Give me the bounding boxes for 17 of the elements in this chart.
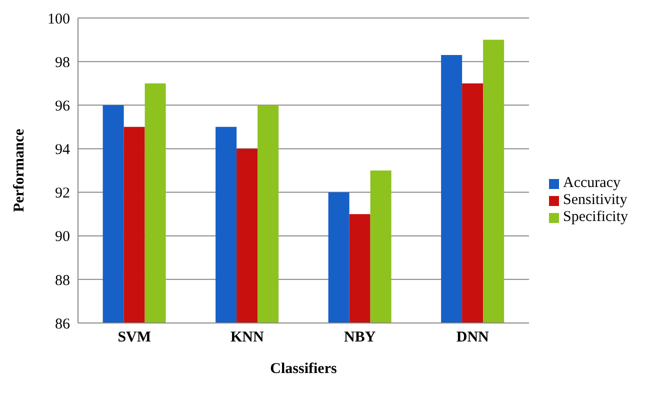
y-tick-label: 86 (55, 316, 70, 332)
y-axis-title: Performance (11, 128, 28, 212)
y-tick-label: 98 (55, 54, 70, 71)
x-tick-label: NBY (344, 330, 376, 346)
y-tick-label: 92 (55, 186, 70, 202)
y-tick-label: 90 (55, 229, 70, 246)
y-tick-label: 94 (55, 142, 70, 158)
y-tick-label: 88 (55, 272, 70, 289)
y-tick-label: 96 (55, 98, 70, 114)
x-tick-label: KNN (230, 330, 264, 346)
legend-label: Accuracy (563, 175, 620, 191)
y-tick-label: 100 (48, 11, 70, 28)
legend-label: Sensitivity (563, 192, 628, 208)
x-axis-title: Classifiers (270, 361, 337, 377)
legend-label: Specificity (563, 209, 628, 225)
x-tick-label: SVM (118, 330, 152, 346)
x-tick-label: DNN (456, 330, 490, 346)
